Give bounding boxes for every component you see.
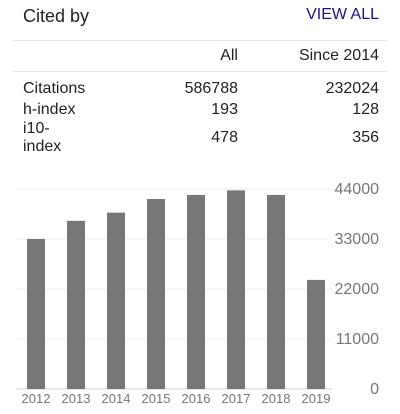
y-tick-label: 33000 xyxy=(335,231,380,248)
x-tick-label: 2013 xyxy=(62,391,91,406)
cited-by-title: Cited by xyxy=(23,6,89,27)
metric-value-all: 478 xyxy=(85,120,238,156)
metric-label: h-index xyxy=(12,99,85,120)
citation-stats-table: All Since 2014 Citations 586788 232024 h… xyxy=(12,40,388,156)
x-tick-label: 2014 xyxy=(102,391,131,406)
metric-value-all: 193 xyxy=(85,99,238,120)
column-header-all: All xyxy=(85,40,238,72)
y-tick-label: 22000 xyxy=(335,281,380,298)
bar-2017[interactable] xyxy=(227,190,245,389)
metric-label: i10-index xyxy=(12,120,85,156)
x-tick-label: 2018 xyxy=(262,391,291,406)
y-tick-label: 0 xyxy=(370,381,379,398)
bar-2018[interactable] xyxy=(267,195,285,389)
citation-stats: All Since 2014 Citations 586788 232024 h… xyxy=(12,40,388,156)
stats-header-row: All Since 2014 xyxy=(12,40,388,72)
x-tick-label: 2016 xyxy=(182,391,211,406)
x-tick-label: 2019 xyxy=(302,391,331,406)
y-tick-label: 11000 xyxy=(336,331,379,348)
bar-2015[interactable] xyxy=(147,199,165,389)
metric-value-since: 128 xyxy=(238,99,388,120)
bar-2014[interactable] xyxy=(107,213,125,389)
metric-value-since: 232024 xyxy=(238,72,388,100)
metric-value-all: 586788 xyxy=(85,72,238,100)
bar-2013[interactable] xyxy=(67,221,85,389)
x-tick-label: 2015 xyxy=(142,391,171,406)
x-tick-label: 2017 xyxy=(222,391,251,406)
column-header-since-2014: Since 2014 xyxy=(238,40,388,72)
bar-2019[interactable] xyxy=(307,280,325,389)
column-header-metric xyxy=(12,40,85,72)
cited-by-header: Cited by VIEW ALL xyxy=(12,0,388,41)
bar-2012[interactable] xyxy=(27,239,45,389)
x-tick-label: 2012 xyxy=(22,391,51,406)
y-tick-label: 44000 xyxy=(335,181,380,198)
stats-row-h-index: h-index 193 128 xyxy=(12,99,388,120)
metric-value-since: 356 xyxy=(238,120,388,156)
stats-row-citations: Citations 586788 232024 xyxy=(12,72,388,100)
bar-2016[interactable] xyxy=(187,195,205,389)
view-all-link[interactable]: VIEW ALL xyxy=(306,6,379,24)
stats-row-i10-index: i10-index 478 356 xyxy=(12,120,388,156)
metric-label: Citations xyxy=(12,72,85,100)
